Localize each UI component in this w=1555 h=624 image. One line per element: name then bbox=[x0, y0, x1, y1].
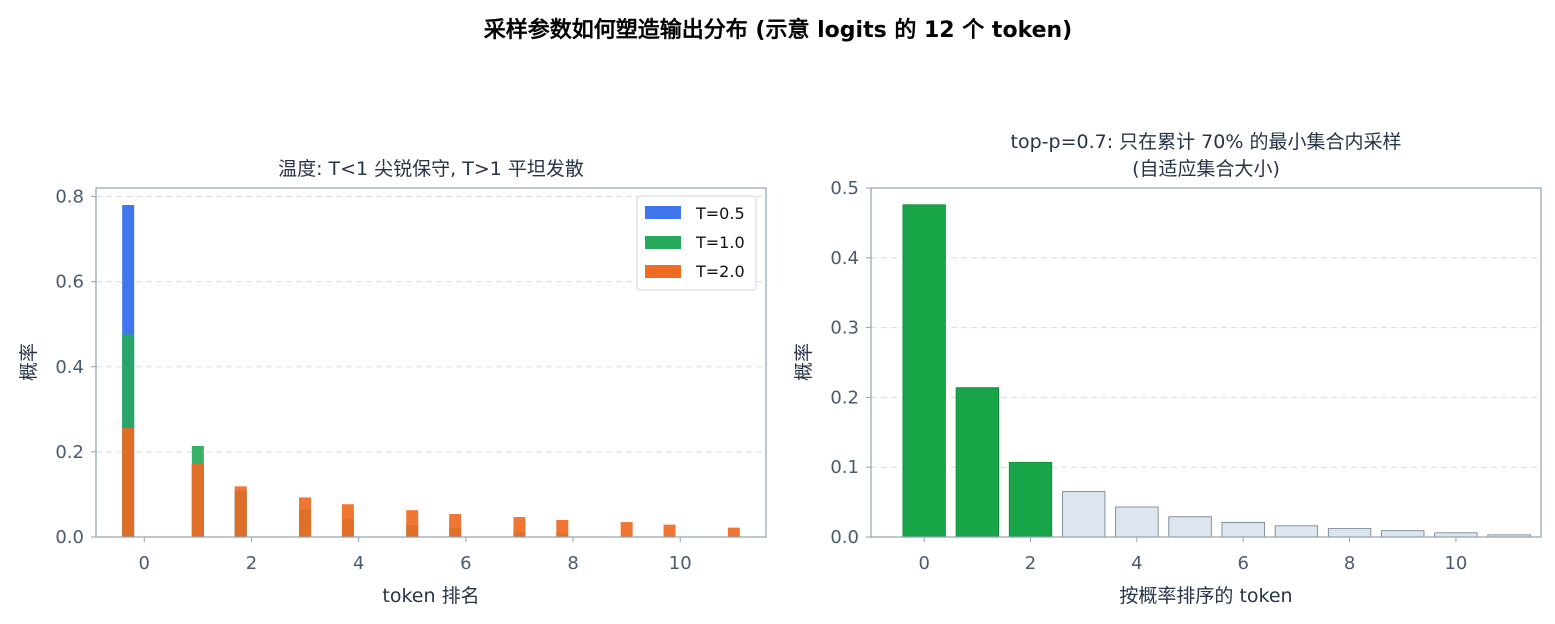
excluded-token-bar-10 bbox=[1434, 532, 1478, 538]
temperature-chart-ytick-label: 0.8 bbox=[55, 187, 84, 208]
top-p-chart-xtick-label: 10 bbox=[1444, 553, 1467, 574]
bar-t20-10 bbox=[663, 524, 676, 537]
top-p-chart-ytick-label: 0.3 bbox=[830, 318, 859, 339]
bar-t20-1 bbox=[191, 463, 204, 537]
excluded-token-bar-9 bbox=[1381, 530, 1425, 538]
temperature-chart-frame bbox=[95, 187, 767, 538]
temperature-chart-xtick-label: 8 bbox=[567, 553, 578, 574]
bar-t20-11 bbox=[727, 527, 740, 537]
legend-label-t05: T=0.5 bbox=[695, 204, 745, 223]
excluded-token-bar-8 bbox=[1327, 528, 1372, 538]
top-p-chart-xlabel: 按概率排序的 token bbox=[1119, 585, 1292, 607]
top-p-chart-ytick-label: 0.4 bbox=[830, 248, 859, 269]
top-p-chart: top-p=0.7: 只在累计 70% 的最小集合内采样 (自适应集合大小) 0… bbox=[793, 131, 1542, 607]
excluded-token-bar-6 bbox=[1221, 521, 1265, 538]
legend-label-t10: T=1.0 bbox=[695, 233, 745, 252]
top-p-chart-ytick-label: 0.5 bbox=[830, 178, 859, 199]
kept-token-bar-2 bbox=[1008, 461, 1053, 538]
top-p-chart-title: top-p=0.7: 只在累计 70% 的最小集合内采样 bbox=[1011, 131, 1402, 153]
excluded-token-bar-4 bbox=[1115, 506, 1159, 538]
legend-swatch-t20 bbox=[645, 265, 681, 278]
temperature-chart-ytick-label: 0.2 bbox=[55, 442, 84, 463]
temperature-chart-ytick-label: 0.6 bbox=[55, 272, 84, 293]
bar-t20-8 bbox=[556, 519, 569, 537]
temperature-chart-ticks: 0.0 0.2 0.4 0.6 0.8 0 2 4 6 8 10 bbox=[55, 187, 691, 574]
temperature-chart-bars bbox=[122, 205, 740, 537]
legend-swatch-t10 bbox=[645, 236, 681, 249]
excluded-token-bar-7 bbox=[1274, 525, 1319, 538]
temperature-chart-xtick-label: 6 bbox=[460, 553, 471, 574]
temperature-chart-ytick-label: 0.0 bbox=[55, 527, 84, 548]
top-p-chart-xtick-label: 6 bbox=[1237, 553, 1248, 574]
top-p-chart-frame bbox=[870, 187, 1542, 538]
top-p-chart-subtitle: (自适应集合大小) bbox=[1132, 158, 1280, 180]
kept-token-bar-1 bbox=[955, 387, 1000, 538]
excluded-token-bar-5 bbox=[1168, 516, 1212, 538]
temperature-chart-title: 温度: T<1 尖锐保守, T>1 平坦发散 bbox=[278, 158, 584, 180]
temperature-chart-xtick-label: 0 bbox=[139, 553, 150, 574]
bar-t20-7 bbox=[513, 516, 526, 537]
bar-t20-6 bbox=[449, 514, 462, 537]
temperature-chart-xtick-label: 2 bbox=[246, 553, 257, 574]
legend-label-t20: T=2.0 bbox=[695, 262, 745, 281]
top-p-chart-bars bbox=[902, 204, 1531, 538]
bar-t20-5 bbox=[406, 510, 419, 537]
temperature-chart-xlabel: token 排名 bbox=[382, 585, 479, 607]
temperature-chart-xtick-label: 4 bbox=[353, 553, 364, 574]
bar-t20-4 bbox=[341, 504, 354, 537]
top-p-chart-xtick-label: 4 bbox=[1131, 553, 1142, 574]
bar-t20-2 bbox=[234, 486, 247, 537]
top-p-chart-xtick-label: 2 bbox=[1025, 553, 1036, 574]
temperature-chart: 温度: T<1 尖锐保守, T>1 平坦发散 0.0 0.2 0.4 0.6 0.8 0 2… bbox=[18, 158, 767, 607]
kept-token-bar-0 bbox=[902, 204, 946, 538]
temperature-chart-ylabel: 概率 bbox=[18, 343, 40, 381]
figure-title: 采样参数如何塑造输出分布 (示意 logits 的 12 个 token) bbox=[484, 17, 1073, 43]
excluded-token-bar-3 bbox=[1062, 491, 1106, 538]
bar-t20-3 bbox=[299, 497, 312, 537]
bar-t20-9 bbox=[620, 522, 633, 537]
top-p-chart-ylabel: 概率 bbox=[793, 343, 815, 381]
temperature-chart-grid bbox=[96, 196, 766, 453]
top-p-chart-ticks: 0.0 0.1 0.2 0.3 0.4 0.5 0 2 4 6 8 10 bbox=[830, 178, 1467, 574]
top-p-chart-ytick-label: 0.1 bbox=[830, 457, 859, 478]
bar-t20-0 bbox=[122, 428, 135, 537]
legend-swatch-t05 bbox=[645, 206, 681, 219]
temperature-chart-ytick-label: 0.4 bbox=[55, 357, 84, 378]
top-p-chart-ytick-label: 0.2 bbox=[830, 387, 859, 408]
temperature-chart-legend: T=0.5 T=1.0 T=2.0 bbox=[636, 195, 757, 291]
temperature-chart-xtick-label: 10 bbox=[669, 553, 692, 574]
top-p-chart-xtick-label: 0 bbox=[918, 553, 929, 574]
top-p-chart-ytick-label: 0.0 bbox=[830, 527, 859, 548]
top-p-chart-xtick-label: 8 bbox=[1344, 553, 1355, 574]
